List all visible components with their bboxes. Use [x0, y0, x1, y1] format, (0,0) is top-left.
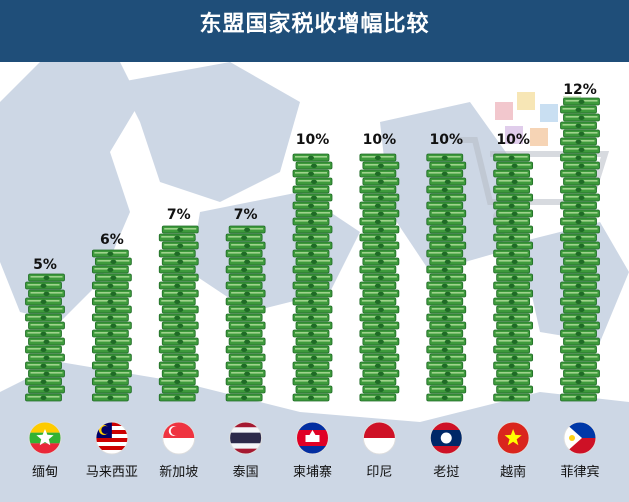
bar-category-7	[493, 153, 534, 402]
myanmar-flag	[28, 421, 62, 455]
category-label-category-0: 缅甸	[32, 465, 58, 480]
chart-area: 5% 6% 7% 7% 10% 10% 10% 10% 12% 缅甸 马来西亚 新加坡 泰国 柬埔寨 印尼…	[0, 62, 629, 502]
bar-category-1	[91, 249, 132, 402]
flags-layer	[28, 421, 597, 455]
category-label-category-2: 新加坡	[159, 464, 198, 480]
bar-category-5	[359, 153, 400, 402]
chart-title: 东盟国家税收增幅比较	[199, 12, 430, 37]
laos-flag	[429, 421, 463, 455]
category-label-category-8: 菲律宾	[560, 464, 599, 480]
singapore-flag	[162, 421, 196, 455]
cambodia-flag	[296, 421, 329, 455]
value-label-category-2: 7%	[167, 207, 191, 223]
category-labels-layer: 缅甸 马来西亚 新加坡 泰国 柬埔寨 印尼 老挝 越南 菲律宾	[32, 464, 600, 480]
category-label-category-1: 马来西亚	[86, 465, 138, 480]
thailand-flag	[229, 421, 263, 455]
category-label-category-3: 泰国	[233, 465, 259, 480]
value-label-category-1: 6%	[100, 232, 124, 248]
value-label-category-0: 5%	[33, 257, 57, 273]
value-label-category-7: 10%	[496, 132, 530, 148]
vietnam-flag	[496, 421, 530, 455]
indonesia-flag	[362, 421, 396, 455]
category-label-category-4: 柬埔寨	[293, 464, 332, 480]
bar-category-2	[158, 225, 199, 402]
malaysia-flag	[95, 421, 129, 455]
title-bar: 东盟国家税收增幅比较	[0, 0, 629, 62]
category-label-category-6: 老挝	[433, 465, 459, 480]
value-label-category-5: 10%	[363, 132, 397, 148]
bar-category-0	[25, 273, 65, 402]
bar-category-6	[426, 153, 467, 402]
bar-category-8	[560, 97, 600, 402]
value-label-category-3: 7%	[234, 207, 258, 223]
value-label-category-6: 10%	[429, 132, 463, 148]
bar-category-4	[292, 153, 333, 402]
philippines-flag	[563, 421, 597, 455]
category-label-category-5: 印尼	[366, 465, 392, 480]
value-labels-layer: 5% 6% 7% 7% 10% 10% 10% 10% 12%	[33, 82, 597, 273]
category-label-category-7: 越南	[500, 464, 526, 480]
bar-category-3	[225, 225, 266, 402]
value-label-category-4: 10%	[296, 132, 330, 148]
value-label-category-8: 12%	[563, 82, 597, 98]
bars-layer	[25, 97, 600, 402]
